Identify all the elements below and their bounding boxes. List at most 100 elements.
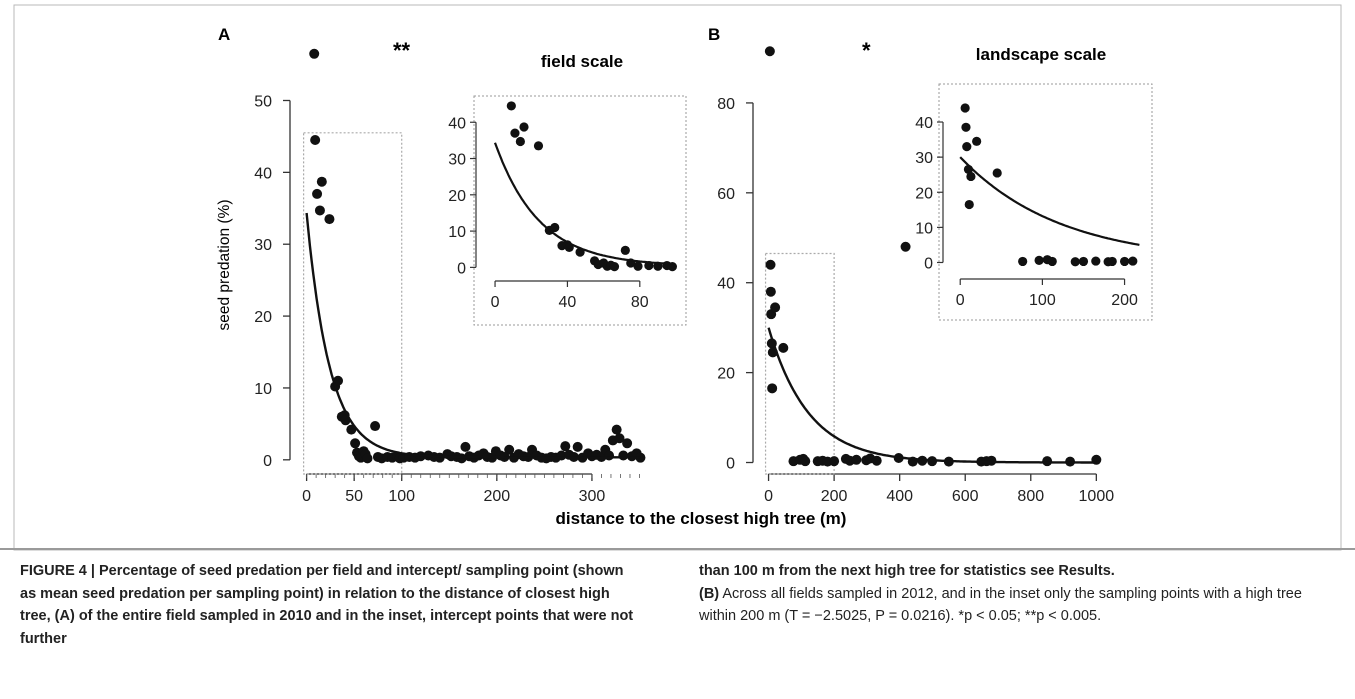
x-tick-label: 1000 xyxy=(1079,488,1115,505)
caption-left: FIGURE 4 | Percentage of seed predation … xyxy=(20,560,640,650)
y-tick-label: 30 xyxy=(254,237,272,254)
y-tick-label: 0 xyxy=(263,453,272,470)
data-point xyxy=(765,259,776,270)
inset-data-point xyxy=(1107,256,1117,267)
x-tick-label: 100 xyxy=(388,488,415,505)
significance-b: * xyxy=(862,38,871,63)
data-point xyxy=(611,424,622,435)
inset-title-a: field scale xyxy=(541,52,623,71)
data-point xyxy=(622,438,633,449)
caption-right-text: Across all fields sampled in 2012, and i… xyxy=(699,585,1302,625)
inset-x-tick-label: 0 xyxy=(491,294,500,311)
inset-y-tick-label: 20 xyxy=(915,185,933,202)
inset-fit-curve-a xyxy=(493,142,673,265)
data-point xyxy=(765,286,776,297)
data-point xyxy=(986,455,997,466)
inset-b: landscape scale 0 100 200 0 10 20 30 40 xyxy=(915,45,1153,321)
inset-data-point xyxy=(1119,256,1130,267)
data-point xyxy=(618,450,629,461)
data-point xyxy=(316,176,327,187)
selection-box-a xyxy=(303,132,403,475)
y-tick-label: 20 xyxy=(254,309,272,326)
data-point xyxy=(614,433,625,444)
data-point xyxy=(800,456,811,467)
data-point xyxy=(460,441,471,452)
data-point xyxy=(1042,456,1053,467)
y-axis-label: seed predation (%) xyxy=(216,200,233,331)
data-point xyxy=(871,455,882,466)
inset-data-point xyxy=(510,128,520,138)
data-point xyxy=(604,450,615,461)
inset-y-tick-label: 10 xyxy=(448,224,466,241)
x-tick-label: 200 xyxy=(821,488,848,505)
x-tick-label: 200 xyxy=(483,488,510,505)
data-point xyxy=(314,205,325,216)
selection-box-b xyxy=(764,252,835,475)
inset-y-tick-label: 40 xyxy=(448,115,466,132)
caption-right-bold: than 100 m from the next high tree for s… xyxy=(699,563,1115,579)
data-point xyxy=(851,454,862,465)
fit-curve-a xyxy=(305,212,641,459)
selection-box xyxy=(303,132,403,475)
inset-data-point xyxy=(519,122,529,132)
inset-y-tick-label: 0 xyxy=(924,255,933,272)
inset-x-tick-label: 80 xyxy=(631,294,649,311)
x-tick-label: 50 xyxy=(345,488,363,505)
inset-data-point xyxy=(1047,256,1057,267)
data-point xyxy=(312,188,323,199)
y-tick-label: 20 xyxy=(717,366,735,383)
inset-fit-curve-b xyxy=(959,156,1140,246)
inset-data-point xyxy=(1091,256,1101,266)
x-tick-label: 800 xyxy=(1017,488,1044,505)
x-tick-label: 300 xyxy=(579,488,606,505)
data-point xyxy=(362,453,373,464)
data-point xyxy=(560,441,571,452)
inset-data-point xyxy=(506,101,516,111)
data-point xyxy=(370,421,381,432)
data-point xyxy=(764,46,775,57)
inset-y-tick-label: 40 xyxy=(915,115,933,132)
fit-curve-b xyxy=(767,327,1097,464)
panel-label-a: A xyxy=(218,25,230,44)
inset-y-tick-label: 20 xyxy=(448,188,466,205)
inset-data-point xyxy=(1128,256,1138,266)
caption-right: than 100 m from the next high tree for s… xyxy=(699,560,1339,628)
inset-data-point xyxy=(1018,256,1028,267)
y-tick-label: 10 xyxy=(254,381,272,398)
inset-data-point xyxy=(515,136,525,147)
data-point xyxy=(572,441,583,452)
caption-panel-b-label: (B) xyxy=(699,585,720,602)
y-tick-label: 40 xyxy=(254,165,272,182)
x-tick-label: 0 xyxy=(764,488,773,505)
y-tick-label: 50 xyxy=(254,93,272,110)
data-point xyxy=(350,438,361,449)
inset-y-tick-label: 0 xyxy=(457,260,466,277)
panel-label-b: B xyxy=(708,25,720,44)
data-point xyxy=(900,241,911,252)
inset-data-point xyxy=(533,141,544,151)
inset-data-point xyxy=(1078,256,1089,267)
y-tick-label: 40 xyxy=(717,276,735,293)
data-point xyxy=(504,444,515,455)
significance-a: ** xyxy=(393,38,411,63)
data-point xyxy=(310,135,321,146)
x-tick-label: 600 xyxy=(952,488,979,505)
caption-left-text: FIGURE 4 | Percentage of seed predation … xyxy=(20,563,634,647)
inset-data-point xyxy=(1034,255,1044,265)
inset-data-point xyxy=(962,142,972,152)
inset-a: field scale 0 40 80 0 10 20 30 40 xyxy=(448,52,687,326)
y-tick-label: 60 xyxy=(717,186,735,203)
x-tick-label: 400 xyxy=(886,488,913,505)
y-tick-label: 0 xyxy=(726,456,735,473)
inset-data-point xyxy=(961,122,971,132)
data-point xyxy=(770,302,781,313)
inset-data-point xyxy=(620,245,630,255)
inset-y-tick-label: 30 xyxy=(915,150,933,167)
x-tick-label: 0 xyxy=(302,488,311,505)
caption-right-body: (B) Across all fields sampled in 2012, a… xyxy=(699,583,1339,628)
inset-data-point xyxy=(960,103,970,113)
